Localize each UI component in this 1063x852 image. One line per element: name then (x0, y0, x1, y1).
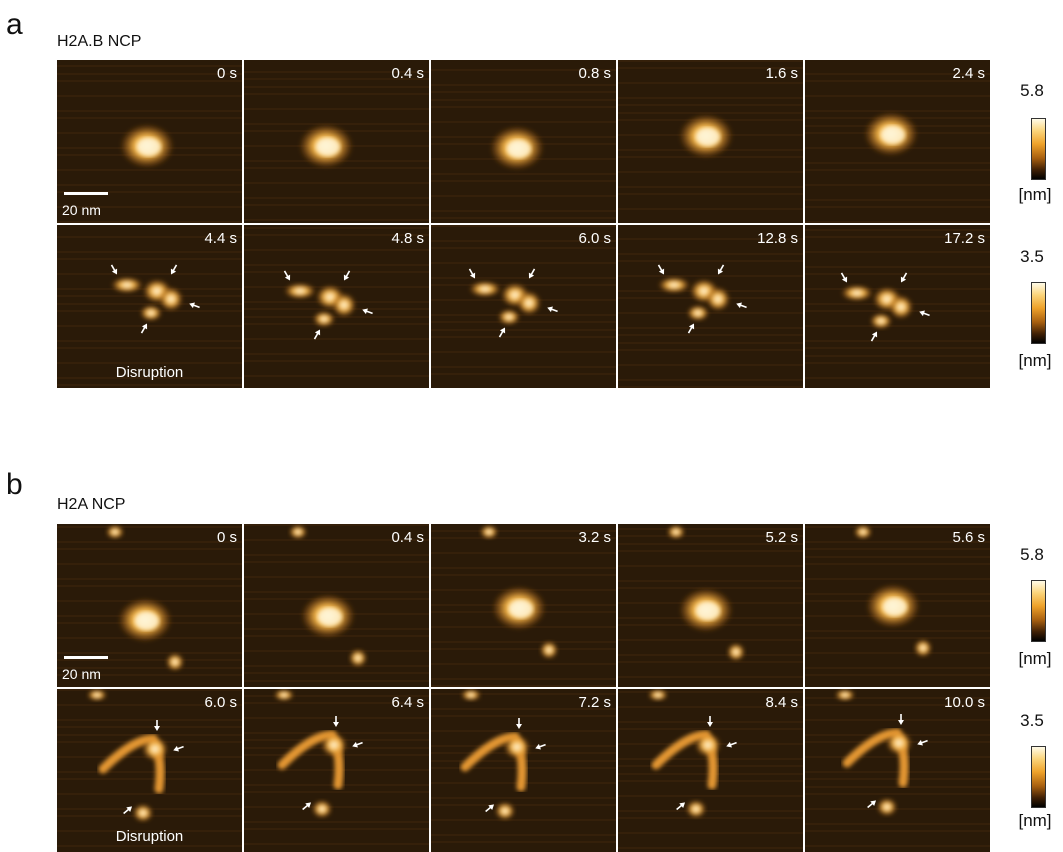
timestamp: 3.2 s (578, 529, 611, 546)
afm-frame: 1.6 s (618, 60, 803, 223)
timestamp: 7.2 s (578, 694, 611, 711)
timestamp: 0.8 s (578, 65, 611, 82)
afm-frame: 3.2 s (431, 524, 616, 687)
timestamp: 1.6 s (765, 65, 798, 82)
arrow-marker (313, 329, 321, 340)
panel-title-b: H2A NCP (57, 496, 126, 513)
timestamp: 2.4 s (952, 65, 985, 82)
disruption-label: Disruption (115, 828, 184, 845)
timestamp: 0.4 s (391, 65, 424, 82)
arrow-marker (516, 718, 522, 729)
afm-frame: 4.4 s Disruption (57, 225, 242, 388)
arrow-marker (173, 745, 184, 752)
colorbar-max-label: 5.8 (1020, 545, 1044, 564)
colorbar-unit-label: [nm] (1018, 811, 1052, 830)
panel-letter-a: a (6, 8, 23, 41)
arrow-marker (110, 264, 118, 275)
afm-frame: 6.0 s (431, 225, 616, 388)
arrow-marker (343, 270, 351, 281)
arrow-marker (170, 264, 178, 275)
afm-frame: 0 s 20 nm (57, 524, 242, 687)
arrow-marker (547, 306, 558, 313)
afm-frame: 4.8 s (244, 225, 429, 388)
arrow-marker (898, 714, 904, 725)
arrow-marker (867, 800, 877, 809)
arrow-marker (123, 806, 133, 815)
arrow-marker (657, 264, 665, 275)
panel-title-a: H2A.B NCP (57, 33, 142, 50)
timestamp: 10.0 s (944, 694, 985, 711)
arrow-marker (726, 741, 737, 748)
timestamp: 5.6 s (952, 529, 985, 546)
arrow-marker (736, 302, 747, 309)
colorbar-max-label: 3.5 (1020, 711, 1044, 730)
arrow-marker (283, 270, 291, 281)
afm-frame: 0.4 s (244, 524, 429, 687)
arrow-marker (302, 802, 312, 811)
timestamp: 0.4 s (391, 529, 424, 546)
scale-bar (64, 656, 108, 659)
colorbar-max-label: 3.5 (1020, 247, 1044, 266)
arrow-marker (468, 268, 476, 279)
arrow-marker (154, 720, 160, 731)
arrow-marker (707, 716, 713, 727)
afm-frame: 5.2 s (618, 524, 803, 687)
arrow-marker (528, 268, 536, 279)
afm-frame: 8.4 s (618, 689, 803, 852)
afm-frame: 2.4 s (805, 60, 990, 223)
arrow-marker (498, 327, 506, 338)
afm-frame: 6.0 s Disruption (57, 689, 242, 852)
arrow-marker (362, 308, 373, 315)
arrow-marker (870, 331, 878, 342)
colorbar (1031, 282, 1046, 344)
arrow-marker (352, 741, 363, 748)
arrow-marker (535, 743, 546, 750)
timestamp: 12.8 s (757, 230, 798, 247)
afm-frame: 7.2 s (431, 689, 616, 852)
afm-frame: 0.8 s (431, 60, 616, 223)
timestamp: 6.0 s (578, 230, 611, 247)
panel-letter-b: b (6, 468, 23, 501)
arrow-marker (140, 323, 148, 334)
arrow-marker (687, 323, 695, 334)
timestamp: 0 s (216, 65, 237, 82)
timestamp: 4.8 s (391, 230, 424, 247)
arrow-marker (900, 272, 908, 283)
timestamp: 4.4 s (204, 230, 237, 247)
arrow-marker (840, 272, 848, 283)
arrow-marker (717, 264, 725, 275)
afm-image-grid-a: 0 s 20 nm 0.4 s 0.8 s 1.6 s 2.4 s 4.4 s Di… (57, 60, 990, 388)
arrow-marker (919, 310, 930, 317)
arrow-marker (485, 804, 495, 813)
colorbar-unit-label: [nm] (1018, 185, 1052, 204)
timestamp: 6.0 s (204, 694, 237, 711)
afm-frame: 6.4 s (244, 689, 429, 852)
timestamp: 6.4 s (391, 694, 424, 711)
afm-frame: 10.0 s (805, 689, 990, 852)
disruption-label: Disruption (115, 364, 184, 381)
colorbar (1031, 580, 1046, 642)
colorbar (1031, 118, 1046, 180)
timestamp: 17.2 s (944, 230, 985, 247)
arrow-marker (333, 716, 339, 727)
afm-frame: 17.2 s (805, 225, 990, 388)
afm-frame: 0.4 s (244, 60, 429, 223)
afm-frame: 0 s 20 nm (57, 60, 242, 223)
timestamp: 8.4 s (765, 694, 798, 711)
scale-bar (64, 192, 108, 195)
arrow-marker (189, 302, 200, 309)
colorbar-unit-label: [nm] (1018, 649, 1052, 668)
colorbar-max-label: 5.8 (1020, 81, 1044, 100)
timestamp: 0 s (216, 529, 237, 546)
scale-bar-label: 20 nm (62, 202, 101, 218)
colorbar (1031, 746, 1046, 808)
colorbar-unit-label: [nm] (1018, 351, 1052, 370)
afm-image-grid-b: 0 s 20 nm 0.4 s 3.2 s 5.2 s 5.6 s 6.0 s Di… (57, 524, 990, 852)
timestamp: 5.2 s (765, 529, 798, 546)
afm-frame: 12.8 s (618, 225, 803, 388)
arrow-marker (917, 739, 928, 746)
scale-bar-label: 20 nm (62, 666, 101, 682)
arrow-marker (676, 802, 686, 811)
afm-frame: 5.6 s (805, 524, 990, 687)
